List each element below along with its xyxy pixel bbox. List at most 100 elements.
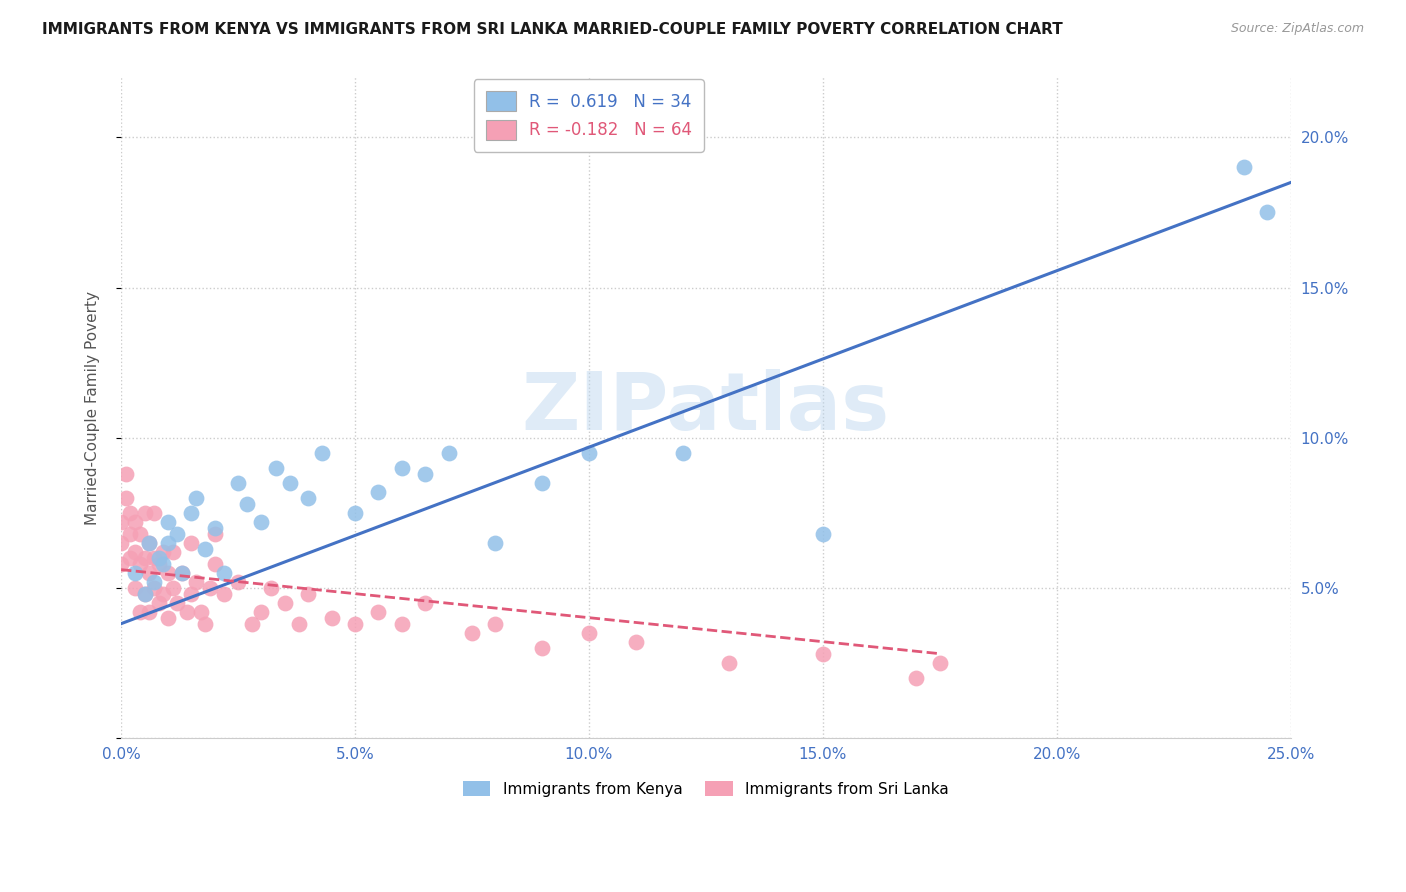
Point [148, 550, 170, 565]
Point [437, 445, 460, 459]
Point [124, 544, 146, 558]
Legend: Immigrants from Kenya, Immigrants from Sri Lanka: Immigrants from Kenya, Immigrants from S… [457, 774, 955, 803]
Point [297, 491, 319, 505]
Point [344, 616, 367, 631]
Point [176, 605, 198, 619]
Point [152, 544, 174, 558]
Point [134, 550, 156, 565]
Point [413, 467, 436, 481]
Point [367, 605, 389, 619]
Point [194, 616, 217, 631]
Point [367, 484, 389, 499]
Point [156, 566, 179, 580]
Point [162, 544, 184, 558]
Point [138, 535, 160, 549]
Point [124, 515, 146, 529]
Point [811, 526, 834, 541]
Point [138, 566, 160, 580]
Point [114, 467, 136, 481]
Point [1233, 161, 1256, 175]
Text: ZIPatlas: ZIPatlas [522, 368, 890, 447]
Point [138, 535, 160, 549]
Point [297, 587, 319, 601]
Point [190, 605, 212, 619]
Point [236, 497, 259, 511]
Point [204, 557, 226, 571]
Point [120, 550, 142, 565]
Point [226, 475, 249, 490]
Point [180, 587, 202, 601]
Point [110, 557, 132, 571]
Point [718, 656, 741, 670]
Point [578, 625, 600, 640]
Point [671, 445, 693, 459]
Point [212, 566, 235, 580]
Point [142, 574, 165, 589]
Point [120, 526, 142, 541]
Point [226, 574, 249, 589]
Point [170, 566, 193, 580]
Point [170, 566, 193, 580]
Point [1256, 205, 1278, 219]
Point [264, 460, 287, 475]
Point [152, 557, 174, 571]
Point [260, 581, 283, 595]
Point [344, 506, 367, 520]
Point [128, 605, 150, 619]
Point [162, 581, 184, 595]
Text: IMMIGRANTS FROM KENYA VS IMMIGRANTS FROM SRI LANKA MARRIED-COUPLE FAMILY POVERTY: IMMIGRANTS FROM KENYA VS IMMIGRANTS FROM… [42, 22, 1063, 37]
Point [120, 506, 142, 520]
Point [128, 557, 150, 571]
Point [128, 526, 150, 541]
Point [184, 574, 207, 589]
Point [624, 634, 647, 648]
Point [156, 535, 179, 549]
Point [578, 445, 600, 459]
Point [212, 587, 235, 601]
Point [250, 605, 273, 619]
Point [148, 557, 170, 571]
Point [928, 656, 950, 670]
Point [166, 596, 188, 610]
Point [180, 506, 202, 520]
Point [142, 550, 165, 565]
Point [134, 587, 156, 601]
Point [204, 521, 226, 535]
Point [124, 581, 146, 595]
Point [134, 506, 156, 520]
Point [274, 596, 297, 610]
Point [250, 515, 273, 529]
Y-axis label: Married-Couple Family Poverty: Married-Couple Family Poverty [86, 291, 100, 524]
Point [152, 587, 174, 601]
Point [110, 515, 132, 529]
Point [531, 475, 554, 490]
Point [288, 616, 311, 631]
Point [134, 587, 156, 601]
Point [321, 610, 343, 624]
Point [484, 616, 506, 631]
Point [278, 475, 301, 490]
Point [124, 566, 146, 580]
Point [484, 535, 506, 549]
Point [198, 581, 221, 595]
Point [413, 596, 436, 610]
Text: Source: ZipAtlas.com: Source: ZipAtlas.com [1230, 22, 1364, 36]
Point [311, 445, 333, 459]
Point [166, 526, 188, 541]
Point [811, 647, 834, 661]
Point [204, 526, 226, 541]
Point [110, 535, 132, 549]
Point [240, 616, 263, 631]
Point [148, 596, 170, 610]
Point [905, 671, 928, 685]
Point [142, 506, 165, 520]
Point [391, 460, 413, 475]
Point [138, 605, 160, 619]
Point [156, 610, 179, 624]
Point [156, 515, 179, 529]
Point [461, 625, 484, 640]
Point [194, 541, 217, 556]
Point [391, 616, 413, 631]
Point [142, 581, 165, 595]
Point [180, 535, 202, 549]
